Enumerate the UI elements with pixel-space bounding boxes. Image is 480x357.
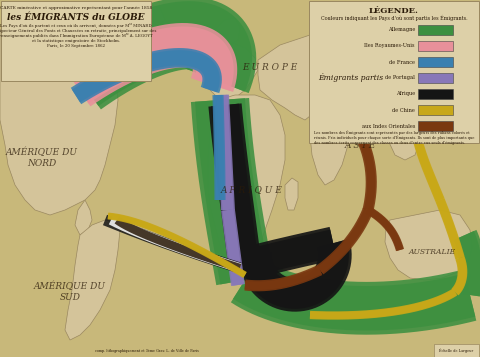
Text: A F R I Q U E: A F R I Q U E (221, 186, 283, 195)
Text: Iles Royaumes-Unis: Iles Royaumes-Unis (364, 44, 415, 49)
Text: AUSTRALIE: AUSTRALIE (408, 248, 456, 256)
Bar (418, 57, 453, 67)
Bar (418, 105, 453, 115)
Text: de Portugal: de Portugal (385, 75, 415, 80)
Polygon shape (215, 18, 240, 45)
Polygon shape (0, 15, 118, 215)
Text: aux Indes Orientales: aux Indes Orientales (361, 124, 415, 129)
Bar (418, 25, 453, 35)
Text: comp. lithographiquement et 3ème Grav. L. de Ville de Paris: comp. lithographiquement et 3ème Grav. L… (95, 349, 199, 353)
Polygon shape (456, 272, 470, 288)
Bar (418, 41, 453, 51)
Polygon shape (310, 108, 350, 185)
Text: Émigrants partis: Émigrants partis (318, 72, 383, 81)
FancyBboxPatch shape (1, 1, 151, 81)
Polygon shape (65, 220, 120, 340)
Text: LÉGENDE.: LÉGENDE. (369, 7, 419, 15)
Polygon shape (285, 178, 298, 210)
Bar (418, 73, 453, 83)
Text: Échelle de Largeur: Échelle de Largeur (439, 349, 473, 353)
Bar (418, 89, 453, 99)
Text: CARTE minérative et approximative représentant pour l'année 1858: CARTE minérative et approximative représ… (0, 6, 152, 10)
FancyBboxPatch shape (434, 344, 479, 357)
Polygon shape (387, 115, 420, 160)
Text: AMÉRIQUE DU
NORD: AMÉRIQUE DU NORD (6, 148, 78, 168)
Bar (418, 121, 453, 131)
Polygon shape (110, 2, 165, 30)
Text: les ÉMIGRANTS du GLOBE: les ÉMIGRANTS du GLOBE (7, 13, 145, 22)
Polygon shape (190, 42, 205, 62)
Polygon shape (208, 95, 285, 278)
Text: A S I E: A S I E (344, 141, 376, 150)
Text: Afrique: Afrique (396, 91, 415, 96)
Text: AMÉRIQUE DU
SUD: AMÉRIQUE DU SUD (34, 282, 106, 302)
FancyBboxPatch shape (309, 1, 479, 143)
Text: Allemagne: Allemagne (388, 27, 415, 32)
Text: Les Pays d'où ils partent et ceux où ils arrivent, données par Mᴹ MINARD
Inspect: Les Pays d'où ils partent et ceux où ils… (0, 23, 156, 47)
Text: E U R O P E: E U R O P E (242, 64, 298, 72)
Polygon shape (258, 28, 458, 120)
Text: Les nombres des Émigrants sont représentés par des largeurs des rubans colorés e: Les nombres des Émigrants sont représent… (314, 130, 475, 145)
Text: de Chine: de Chine (392, 107, 415, 112)
Text: de France: de France (389, 60, 415, 65)
Polygon shape (385, 210, 472, 280)
Text: Couleurs indiquant les Pays d'où sont partis les Émigrants.: Couleurs indiquant les Pays d'où sont pa… (321, 15, 468, 21)
Polygon shape (195, 40, 258, 100)
Polygon shape (75, 200, 92, 235)
